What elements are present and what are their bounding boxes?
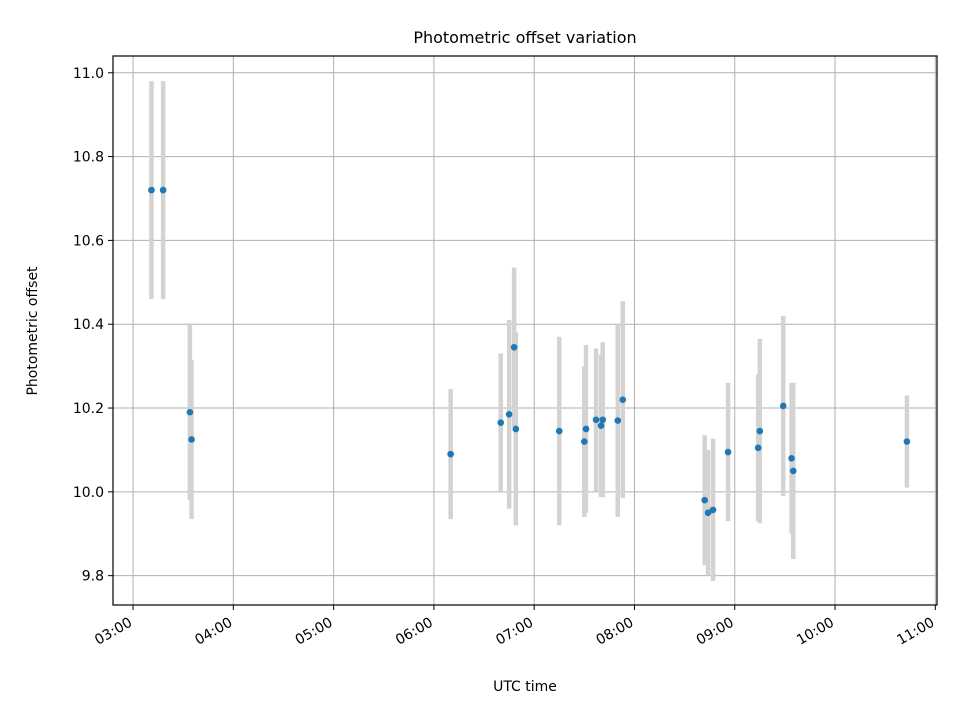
data-point	[614, 417, 622, 424]
chart-title: Photometric offset variation	[413, 28, 636, 47]
y-tick-label: 10.8	[73, 150, 104, 166]
data-point	[701, 496, 708, 504]
data-point	[592, 416, 600, 424]
data-point	[788, 455, 795, 462]
data-point	[186, 408, 194, 416]
data-point	[754, 444, 762, 452]
y-tick-label: 10.4	[73, 317, 104, 333]
y-tick-label: 10.6	[73, 233, 104, 249]
data-point	[756, 427, 764, 435]
y-tick-label: 9.8	[82, 569, 104, 585]
data-point	[510, 343, 518, 351]
x-axis-label: UTC time	[493, 679, 557, 695]
data-point	[903, 438, 911, 445]
y-tick-label: 10.2	[73, 401, 104, 417]
data-point	[599, 416, 607, 424]
data-point	[581, 438, 588, 445]
data-point	[555, 427, 563, 435]
data-point	[709, 506, 717, 514]
data-point	[724, 448, 732, 456]
data-point	[159, 186, 167, 194]
plot-frame	[112, 55, 938, 606]
y-axis-label: Photometric offset	[25, 266, 41, 396]
data-point	[597, 422, 605, 429]
data-point	[497, 419, 505, 426]
grid	[113, 56, 937, 605]
data-points	[148, 186, 911, 517]
data-point	[512, 425, 520, 433]
data-point	[704, 509, 712, 517]
data-point	[789, 467, 797, 475]
data-point	[582, 425, 590, 433]
data-point	[779, 402, 787, 410]
y-tick-label: 10.0	[73, 485, 104, 501]
data-point	[447, 450, 454, 458]
y-axis-ticks: 9.8 10.0 10.2 10.4 10.6 10.8 11.0	[73, 66, 113, 585]
data-point	[188, 436, 195, 443]
y-tick-label: 11.0	[73, 66, 104, 82]
data-point	[619, 396, 627, 403]
data-point	[148, 186, 155, 194]
data-point	[505, 411, 513, 418]
